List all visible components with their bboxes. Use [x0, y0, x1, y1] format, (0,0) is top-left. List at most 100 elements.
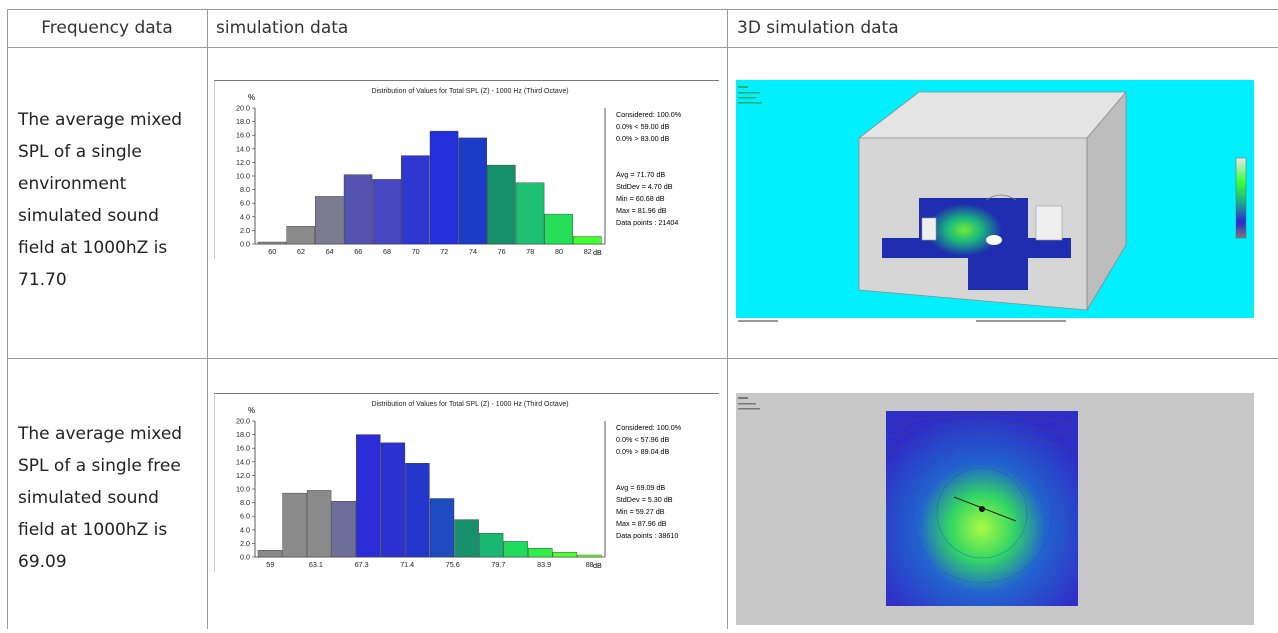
row2-line: SPL of a single free [18, 456, 181, 476]
row2-line: The average mixed [18, 424, 183, 444]
y-tick-label: 20.0 [236, 417, 250, 426]
stat-below: 0.0% < 57.96 dB [616, 435, 670, 444]
y-tick-label: 0.0 [240, 553, 250, 562]
table-left-border [7, 9, 8, 629]
histogram-bar [573, 236, 602, 245]
y-tick-label: 8.0 [240, 498, 250, 507]
row2-line: 69.09 [18, 552, 67, 572]
x-tick-label: 67.3 [355, 560, 369, 569]
histogram-bar [306, 490, 332, 558]
histogram-free-field: % Distribution of Values for Total SPL (… [214, 393, 719, 572]
x-tick-label: 59 [266, 560, 274, 569]
histogram-bar [429, 498, 455, 558]
stat-above: 0.0% > 89.04 dB [616, 447, 670, 456]
header-frequency-data: Frequency data [41, 18, 173, 38]
stat-max: Max = 87.96 dB [616, 519, 667, 528]
histogram-bar [315, 196, 344, 245]
y-tick-label: 6.0 [240, 512, 250, 521]
histogram-bar [343, 174, 373, 245]
y-tick-label: 18.0 [236, 430, 250, 439]
legend-lines-icon [738, 397, 760, 410]
histogram-bar [257, 549, 283, 558]
row2-line: simulated sound [18, 488, 159, 508]
row1-line: simulated sound [18, 206, 159, 226]
row1-line: SPL of a single [18, 142, 142, 162]
y-tick-label: 18.0 [236, 117, 250, 126]
y-tick-label: 10.0 [236, 172, 250, 181]
x-tick-label: 82 [584, 247, 592, 256]
histogram-stats: Considered: 100.0% 0.0% < 59.00 dB 0.0% … [616, 110, 682, 227]
y-tick-label: 0.0 [240, 240, 250, 249]
x-tick-label: 70 [412, 247, 420, 256]
caption-strip [736, 625, 1254, 629]
row2-description: The average mixed SPL of a single free s… [18, 418, 203, 578]
histogram-title: Distribution of Values for Total SPL (Z)… [371, 88, 568, 95]
x-tick-label: 74 [469, 247, 477, 256]
legend-lines-icon [738, 86, 762, 104]
row1-description: The average mixed SPL of a single enviro… [18, 104, 203, 296]
histogram-bar [503, 541, 528, 558]
histogram-free-field-svg: % Distribution of Values for Total SPL (… [236, 401, 682, 570]
histogram-x-unit: dB [593, 248, 602, 257]
free-field-3d-simulation-svg [736, 393, 1254, 629]
header-bottom-border [7, 47, 1278, 48]
histogram-y-symbol: % [248, 406, 255, 415]
x-tick-label: 62 [297, 247, 305, 256]
y-tick-label: 2.0 [240, 539, 250, 548]
histogram-bar [544, 213, 574, 245]
y-tick-label: 6.0 [240, 199, 250, 208]
histogram-bar [286, 226, 315, 245]
y-tick-label: 14.0 [236, 457, 250, 466]
room-3d-simulation-svg [736, 80, 1254, 325]
y-tick-label: 16.0 [236, 444, 250, 453]
y-tick-label: 14.0 [236, 144, 250, 153]
stat-above: 0.0% > 83.00 dB [616, 134, 670, 143]
histogram-bar [405, 462, 430, 558]
y-tick-label: 4.0 [240, 212, 250, 221]
stat-considered: Considered: 100.0% [616, 423, 682, 432]
caption-center-mark [976, 320, 1066, 322]
column-divider-2 [727, 9, 728, 629]
stat-stddev: StdDev = 5.30 dB [616, 495, 673, 504]
histogram-bar [458, 137, 487, 245]
histogram-bar [577, 554, 602, 558]
x-tick-label: 71.4 [400, 560, 414, 569]
histogram-environment: % Distribution of Values for Total SPL (… [214, 80, 719, 259]
free-field-3d-simulation [736, 393, 1254, 629]
stat-min: Min = 59.27 dB [616, 507, 665, 516]
column-divider-1 [207, 9, 208, 629]
histogram-bar [487, 164, 516, 245]
histogram-bar [454, 519, 479, 558]
histogram-bar [552, 551, 578, 558]
y-tick-label: 12.0 [236, 158, 250, 167]
y-tick-label: 10.0 [236, 485, 250, 494]
histogram-bar [528, 547, 553, 558]
x-tick-label: 60 [268, 247, 276, 256]
histogram-environment-svg: % Distribution of Values for Total SPL (… [236, 88, 682, 257]
row1-line: environment [18, 174, 127, 194]
header-simulation-data: simulation data [216, 18, 349, 38]
histogram-bar [429, 130, 459, 245]
histogram-bar [257, 241, 287, 245]
histogram-bar [478, 532, 504, 558]
stat-min: Min = 60.68 dB [616, 194, 665, 203]
x-tick-label: 75.6 [446, 560, 460, 569]
row2-line: field at 1000hZ is [18, 520, 168, 540]
stat-considered: Considered: 100.0% [616, 110, 682, 119]
x-tick-label: 83.9 [537, 560, 551, 569]
y-tick-label: 16.0 [236, 131, 250, 140]
histogram-x-unit: dB [593, 561, 602, 570]
x-tick-label: 66 [354, 247, 362, 256]
stat-stddev: StdDev = 4.70 dB [616, 182, 673, 191]
y-tick-label: 12.0 [236, 471, 250, 480]
x-tick-label: 78 [526, 247, 534, 256]
histogram-bar [401, 155, 430, 245]
x-tick-label: 68 [383, 247, 391, 256]
x-tick-label: 63.1 [309, 560, 323, 569]
row1-line: 71.70 [18, 270, 67, 290]
y-tick-label: 8.0 [240, 185, 250, 194]
histogram-bar [372, 179, 401, 245]
stat-data-points: Data points : 38610 [616, 531, 678, 540]
color-scale-icon [1235, 157, 1247, 239]
